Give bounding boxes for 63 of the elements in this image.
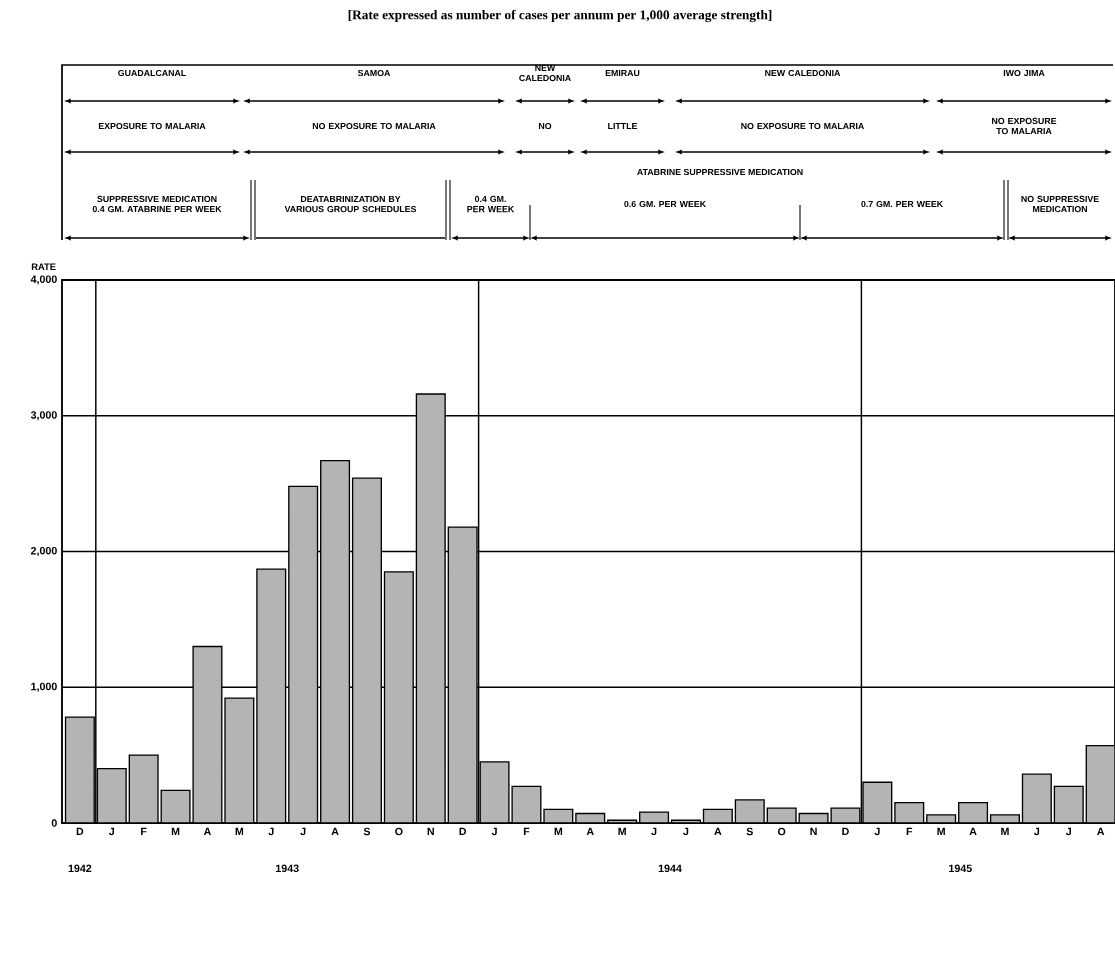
x-tick-label: F <box>523 827 530 836</box>
chart-title: [Rate expressed as number of cases per annum per 1,000 average strength] <box>348 9 772 23</box>
text: SAMOA <box>357 69 391 77</box>
text: 1945 <box>949 864 972 873</box>
x-tick-label: D <box>459 827 467 836</box>
x-tick-label: M <box>1001 827 1009 836</box>
text: EMIRAU <box>605 69 640 77</box>
x-tick-label: S <box>746 827 753 836</box>
x-tick-label: M <box>554 827 563 836</box>
y-tick-label: 0 <box>51 819 57 827</box>
text: 1943 <box>276 864 299 873</box>
text: NO EXPOSURE TO MALARIA <box>992 117 1057 135</box>
text: NEW CALEDONIA <box>519 64 571 82</box>
x-tick-label: J <box>651 827 657 836</box>
text: 1944 <box>658 864 682 873</box>
y-axis-title: RATE <box>31 263 56 270</box>
x-tick-label: D <box>76 827 84 836</box>
x-tick-label: O <box>395 827 403 836</box>
text: NO SUPPRESSIVE MEDICATION <box>1021 195 1099 213</box>
x-tick-label: F <box>141 827 147 836</box>
text: NO EXPOSURE TO MALARIA <box>312 122 436 130</box>
x-tick-label: J <box>1034 827 1040 836</box>
text: IWO JIMA <box>1003 69 1045 77</box>
text: NO <box>538 122 552 130</box>
text: DEATABRINIZATION BY VARIOUS GROUP SCHEDULES <box>284 195 417 213</box>
text: 0.7 GM. PER WEEK <box>861 200 943 208</box>
x-tick-label: S <box>363 827 371 836</box>
x-tick-label: N <box>427 827 434 836</box>
x-tick-label: M <box>618 827 626 836</box>
x-tick-label: M <box>235 827 244 836</box>
x-tick-label: A <box>586 827 594 836</box>
x-tick-label: J <box>1065 827 1071 836</box>
x-tick-label: J <box>300 827 306 836</box>
text: 0.4 GM. PER WEEK <box>467 195 515 213</box>
text: GUADALCANAL <box>118 69 186 77</box>
x-tick-label: J <box>874 827 880 836</box>
text: ATABRINE SUPPRESSIVE MEDICATION <box>637 168 803 176</box>
text: 1942 <box>68 864 92 873</box>
text: SUPPRESSIVE MEDICATION 0.4 GM. ATABRINE PER WEEK <box>92 195 222 213</box>
x-tick-label: J <box>683 827 689 836</box>
x-tick-label: J <box>491 827 497 836</box>
x-tick-label: J <box>108 827 114 836</box>
x-tick-label: O <box>777 827 786 836</box>
x-tick-label: A <box>969 827 977 836</box>
text: 0.6 GM. PER WEEK <box>624 200 706 208</box>
x-tick-label: M <box>937 827 945 836</box>
y-tick-label: 4,000 <box>30 275 57 285</box>
x-tick-label: A <box>1097 827 1105 836</box>
text: LITTLE <box>608 122 638 130</box>
y-tick-label: 3,000 <box>30 411 57 421</box>
x-tick-label: A <box>714 827 722 836</box>
x-tick-label: D <box>842 827 849 836</box>
text: NO EXPOSURE TO MALARIA <box>741 122 865 130</box>
y-tick-label: 2,000 <box>30 546 57 557</box>
x-tick-label: A <box>331 827 339 836</box>
x-tick-label: J <box>268 827 274 836</box>
text: EXPOSURE TO MALARIA <box>98 122 206 130</box>
x-tick-label: F <box>906 827 913 836</box>
text: NEW CALEDONIA <box>765 69 841 77</box>
x-tick-label: N <box>810 827 817 836</box>
x-tick-label: A <box>203 827 212 836</box>
x-tick-label: M <box>171 827 180 836</box>
y-tick-label: 1,000 <box>31 682 57 692</box>
